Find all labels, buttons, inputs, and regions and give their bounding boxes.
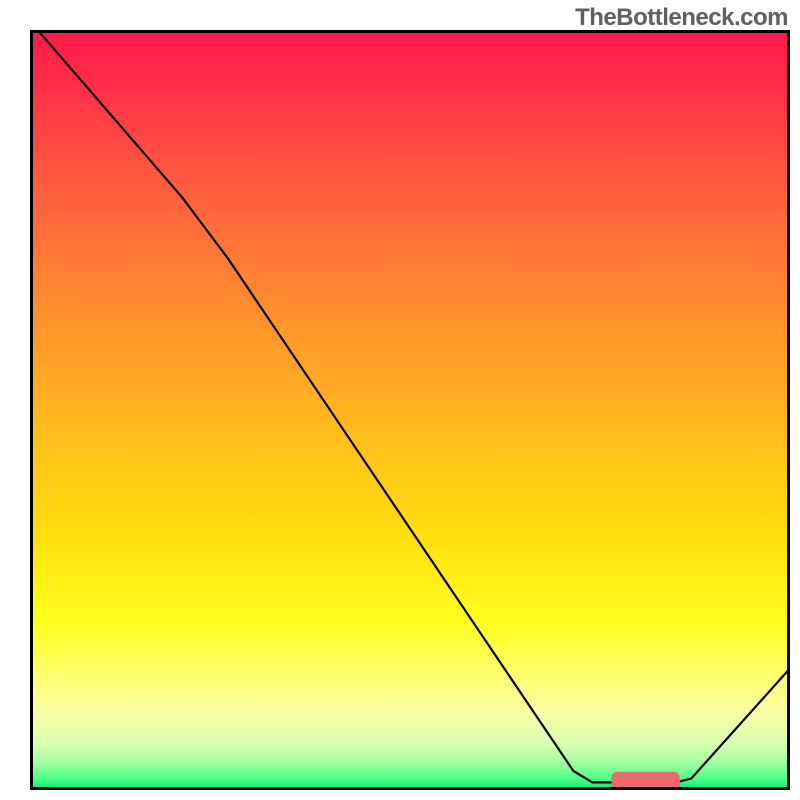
optimal-marker: [611, 772, 679, 790]
watermark-text: TheBottleneck.com: [575, 4, 788, 32]
chart-container: TheBottleneck.com: [0, 0, 800, 800]
plot-area: [30, 30, 790, 790]
gradient-background: [30, 30, 790, 790]
